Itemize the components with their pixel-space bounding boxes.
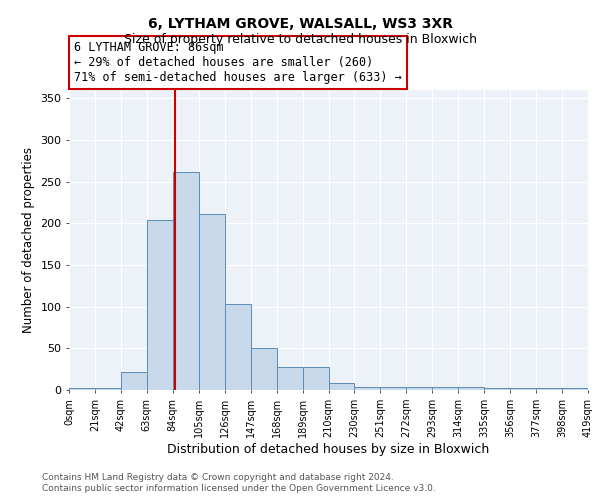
Text: Contains public sector information licensed under the Open Government Licence v3: Contains public sector information licen… — [42, 484, 436, 493]
Text: Contains HM Land Registry data © Crown copyright and database right 2024.: Contains HM Land Registry data © Crown c… — [42, 472, 394, 482]
Bar — [329, 384, 355, 390]
Bar — [121, 372, 147, 390]
Bar — [147, 220, 173, 390]
Bar — [69, 388, 95, 390]
Bar — [406, 386, 432, 390]
Bar — [458, 386, 484, 390]
Bar — [536, 388, 562, 390]
Bar — [95, 388, 121, 390]
Bar — [173, 172, 199, 390]
Y-axis label: Number of detached properties: Number of detached properties — [22, 147, 35, 333]
Bar — [225, 304, 251, 390]
Bar — [199, 214, 224, 390]
Text: Size of property relative to detached houses in Bloxwich: Size of property relative to detached ho… — [124, 32, 476, 46]
Bar — [277, 366, 302, 390]
Bar — [251, 348, 277, 390]
Bar — [302, 366, 329, 390]
X-axis label: Distribution of detached houses by size in Bloxwich: Distribution of detached houses by size … — [167, 442, 490, 456]
Bar — [432, 386, 458, 390]
Bar — [380, 386, 406, 390]
Bar — [562, 388, 588, 390]
Bar — [510, 388, 536, 390]
Text: 6, LYTHAM GROVE, WALSALL, WS3 3XR: 6, LYTHAM GROVE, WALSALL, WS3 3XR — [148, 18, 452, 32]
Text: 6 LYTHAM GROVE: 86sqm
← 29% of detached houses are smaller (260)
71% of semi-det: 6 LYTHAM GROVE: 86sqm ← 29% of detached … — [74, 41, 402, 84]
Bar — [484, 388, 510, 390]
Bar — [355, 386, 380, 390]
